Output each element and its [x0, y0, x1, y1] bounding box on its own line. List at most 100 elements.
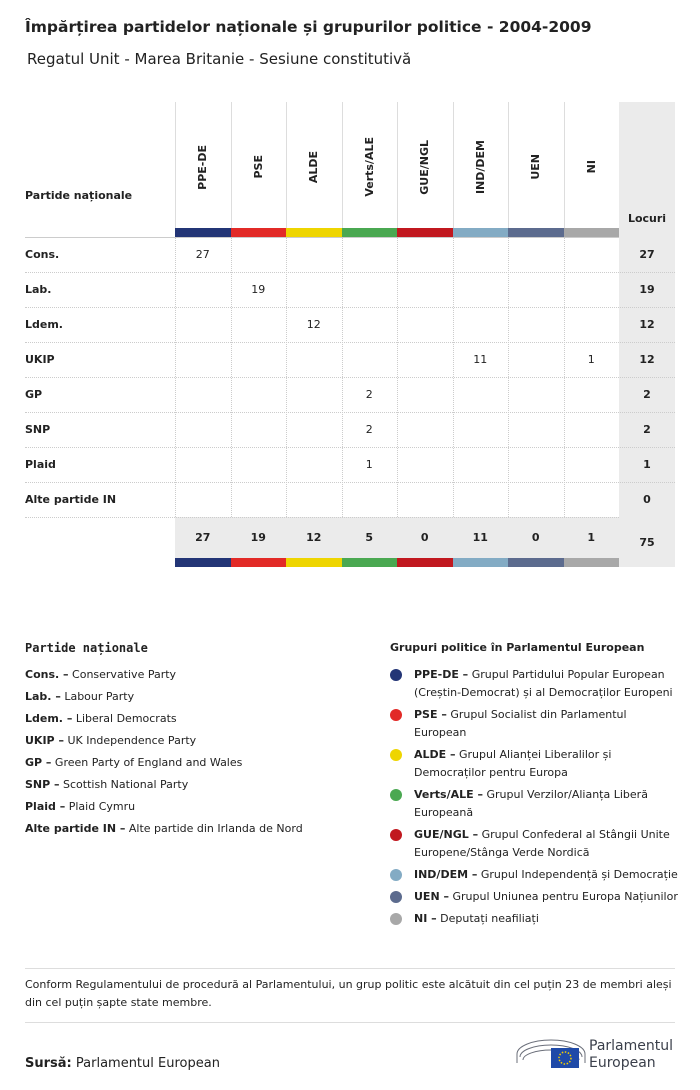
legend-abbr: UKIP – [25, 734, 64, 747]
column-divider [452, 102, 454, 228]
cell: 27 [195, 248, 210, 261]
color-bar [508, 228, 564, 237]
color-bar [452, 228, 508, 237]
legend-item: NI – Deputați neafiliați [390, 910, 680, 928]
legend-item: Verts/ALE – Grupul Verzilor/Alianța Libe… [390, 786, 680, 822]
legend-name: Grupul Verzilor/Alianța Liberă Europeană [414, 788, 648, 819]
total-column-bg [619, 102, 675, 567]
legend-item: ALDE – Grupul Alianței Liberalilor și De… [390, 746, 680, 782]
legend-abbr: SNP – [25, 778, 60, 791]
row-label: Alte partide IN [25, 493, 117, 506]
column-header-text: ALDE [307, 150, 321, 184]
legend-title: Grupuri politice în Parlamentul European [390, 641, 645, 654]
grand-total: 75 [639, 535, 655, 549]
legend-dot [390, 709, 402, 721]
color-bar [175, 558, 231, 567]
color-bar [286, 558, 342, 567]
color-bar [175, 228, 231, 237]
color-bar [563, 558, 619, 567]
row-line [25, 377, 675, 378]
column-total: 0 [531, 531, 540, 544]
legend-name: Green Party of England and Wales [54, 756, 243, 769]
column-total: 19 [250, 531, 266, 544]
title: Împărțirea partidelor naționale și grupu… [25, 18, 592, 36]
row-label: SNP [25, 423, 51, 436]
legend-dot [390, 669, 402, 681]
legend-abbr: Cons. – [25, 668, 69, 681]
row-total: 2 [643, 388, 651, 401]
column-header-text: UEN [529, 154, 543, 180]
legend-abbr: GUE/NGL – [414, 828, 479, 841]
cell: 19 [251, 283, 266, 296]
legend-abbr: PSE – [414, 708, 447, 721]
header-line [25, 237, 619, 238]
legend-abbr: Plaid – [25, 800, 66, 813]
legend-abbr: GP – [25, 756, 52, 769]
row-total: 12 [639, 318, 655, 331]
corner-label: Partide naționale [25, 189, 133, 202]
source-text: Parlamentul European [75, 1056, 220, 1071]
cell: 2 [365, 388, 373, 401]
row-line [25, 447, 675, 448]
legend-item: PPE-DE – Grupul Partidului Popular Europ… [390, 666, 680, 702]
legend-name: Deputați neafiliați [440, 912, 539, 925]
legend-dot [390, 891, 402, 903]
column-total: 27 [195, 531, 211, 544]
column-header: PSE [231, 112, 287, 222]
row-line [25, 412, 675, 413]
legend-abbr: UEN – [414, 890, 449, 903]
cell: 11 [473, 353, 488, 366]
row-total: 0 [643, 493, 651, 506]
column-header: Verts/ALE [342, 112, 398, 222]
column-header-text: GUE/NGL [418, 139, 432, 195]
legend-name: Plaid Cymru [68, 800, 136, 813]
divider [25, 968, 675, 969]
row-label: Cons. [25, 248, 60, 261]
legend-name: Scottish National Party [63, 778, 189, 791]
column-total: 12 [306, 531, 322, 544]
logo-line: European [589, 1055, 656, 1071]
legend-item: Ldem. – Liberal Democrats [25, 710, 365, 728]
color-bar [341, 558, 397, 567]
column-total: 5 [365, 531, 374, 544]
column-divider [286, 102, 287, 228]
legend-item: IND/DEM – Grupul Independență și Democra… [390, 866, 680, 884]
row-label: UKIP [25, 353, 55, 366]
legend-name: Alte partide din Irlanda de Nord [128, 822, 303, 835]
legend-dot [390, 789, 402, 801]
row-line [25, 342, 675, 343]
column-divider [230, 102, 232, 228]
legend-abbr: Lab. – [25, 690, 61, 703]
color-bar [230, 228, 286, 237]
legend-abbr: Verts/ALE – [414, 788, 483, 801]
legend-parties: Cons. – Conservative Party Lab. – Labour … [25, 666, 365, 842]
row-label: Ldem. [25, 318, 63, 331]
legend-dot [390, 829, 402, 841]
row-line [25, 482, 675, 483]
legend-abbr: PPE-DE – [414, 668, 469, 681]
cell: 1 [365, 458, 373, 471]
column-total: 0 [420, 531, 429, 544]
color-bar [341, 228, 397, 237]
totals-row-bg [175, 517, 619, 558]
note: Conform Regulamentului de procedură al P… [25, 978, 672, 1009]
row-line [25, 517, 619, 518]
column-header-text: PPE-DE [196, 144, 210, 190]
legend-title: Partide naționale [25, 641, 148, 655]
legend-abbr: NI – [414, 912, 437, 925]
column-header-text: NI [584, 160, 598, 174]
legend-abbr: Ldem. – [25, 712, 73, 725]
row-total: 1 [643, 458, 651, 471]
legend-name: Grupul Socialist din Parlamentul Europea… [414, 708, 627, 739]
row-line [25, 272, 675, 273]
legend-name: Grupul Confederal al Stângii Unite Europ… [414, 828, 670, 859]
legend-item: Lab. – Labour Party [25, 688, 365, 706]
color-bar [508, 558, 564, 567]
row-label: GP [25, 388, 43, 401]
total-header: Locuri [627, 212, 667, 225]
row-line [25, 307, 675, 308]
logo-text: Parlamentul European [589, 1038, 673, 1072]
table: Partide naționale Locuri PPE-DE PSE ALDE Vert… [25, 102, 675, 567]
legend-item: UEN – Grupul Uniunea pentru Europa Națiu… [390, 888, 680, 906]
